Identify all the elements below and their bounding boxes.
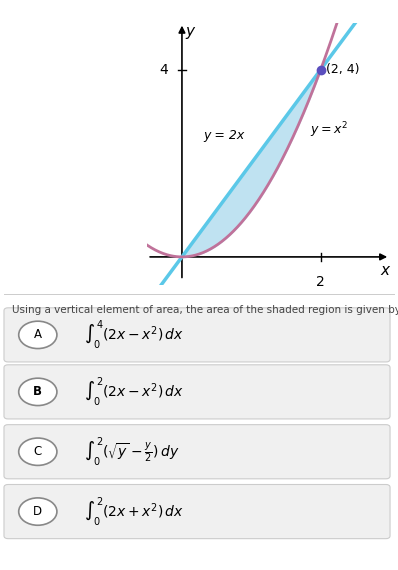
Text: $\int_0^2 (2x + x^2)\,dx$: $\int_0^2 (2x + x^2)\,dx$ bbox=[84, 495, 183, 528]
Text: $\int_0^2 (2x - x^2)\,dx$: $\int_0^2 (2x - x^2)\,dx$ bbox=[84, 376, 183, 408]
Text: B: B bbox=[33, 385, 42, 398]
Text: 4: 4 bbox=[159, 63, 168, 76]
Circle shape bbox=[19, 438, 57, 465]
Circle shape bbox=[19, 321, 57, 348]
Text: C: C bbox=[34, 445, 42, 458]
Text: D: D bbox=[33, 505, 42, 518]
Text: $\int_0^2 (\sqrt{y} - \frac{y}{2})\,dy$: $\int_0^2 (\sqrt{y} - \frac{y}{2})\,dy$ bbox=[84, 435, 179, 468]
Circle shape bbox=[19, 498, 57, 526]
Text: y = 2x: y = 2x bbox=[203, 129, 244, 142]
FancyBboxPatch shape bbox=[4, 484, 390, 539]
Circle shape bbox=[19, 378, 57, 406]
FancyBboxPatch shape bbox=[4, 425, 390, 479]
Text: y: y bbox=[186, 24, 195, 39]
Text: $\int_0^4 (2x - x^2)\,dx$: $\int_0^4 (2x - x^2)\,dx$ bbox=[84, 319, 183, 351]
Text: (2, 4): (2, 4) bbox=[326, 63, 359, 76]
Text: A: A bbox=[34, 328, 42, 341]
FancyBboxPatch shape bbox=[4, 308, 390, 362]
Text: $y = x^2$: $y = x^2$ bbox=[310, 121, 348, 140]
FancyBboxPatch shape bbox=[4, 365, 390, 419]
Text: Using a vertical element of area, the area of the shaded region is given by the : Using a vertical element of area, the ar… bbox=[12, 305, 398, 315]
Text: 2: 2 bbox=[316, 275, 325, 288]
Text: x: x bbox=[380, 263, 389, 279]
